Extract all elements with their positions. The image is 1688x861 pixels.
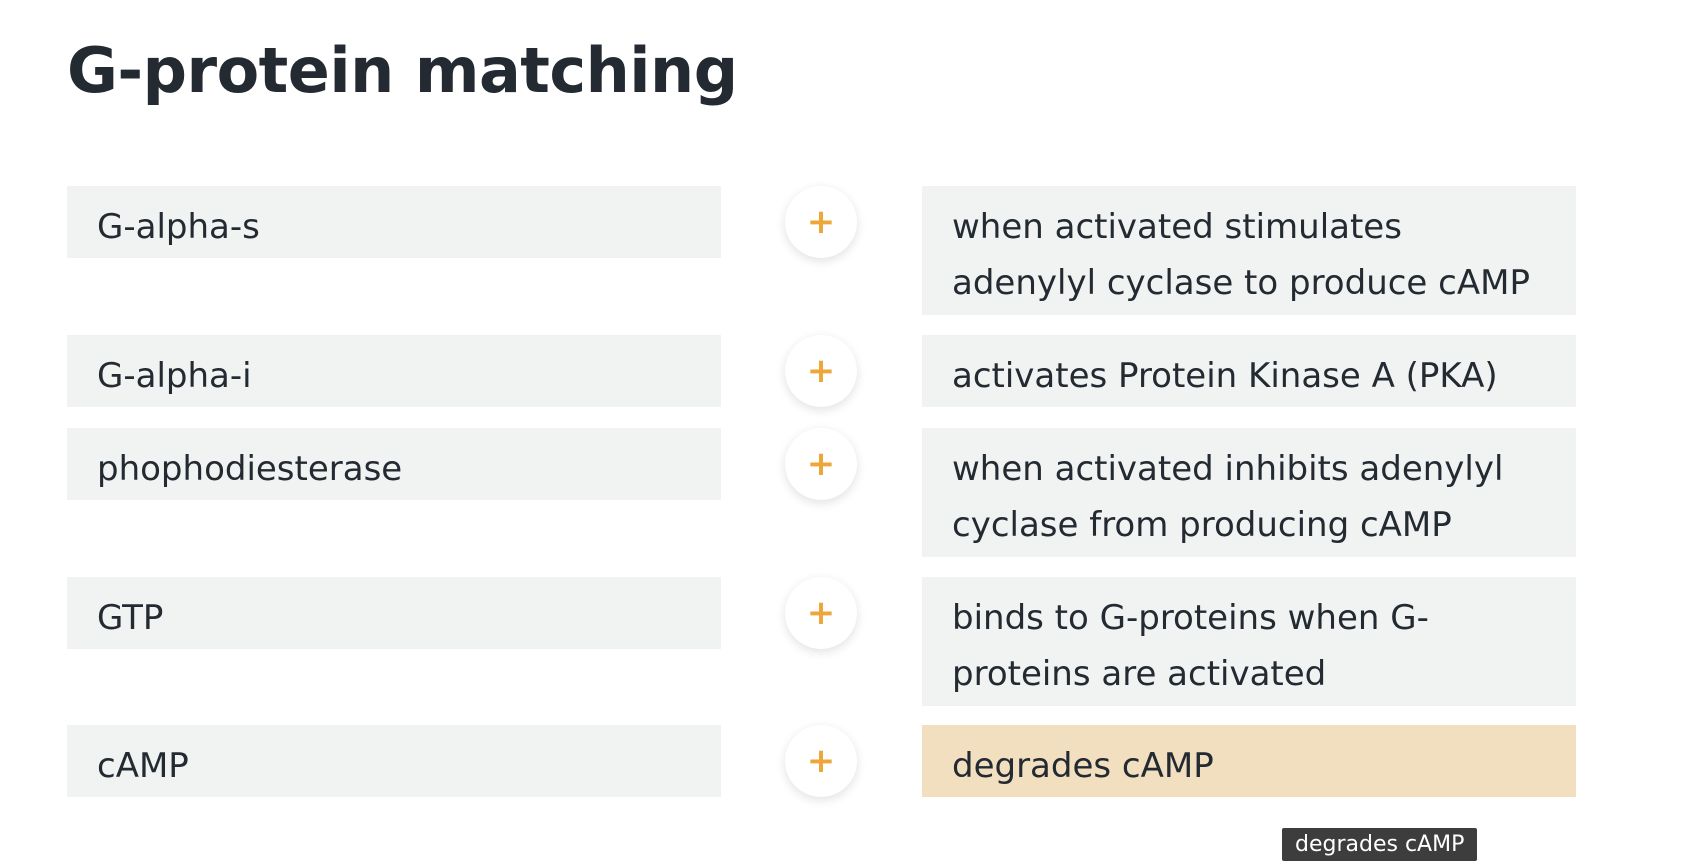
term-item[interactable]: cAMP [67,725,721,797]
match-button[interactable]: + [785,725,857,797]
tooltip: degrades cAMP [1282,828,1478,861]
match-button[interactable]: + [785,577,857,649]
term-item[interactable]: GTP [67,577,721,649]
match-button[interactable]: + [785,335,857,407]
definition-item[interactable]: binds to G-proteins when G-proteins are … [922,577,1576,706]
term-item[interactable]: G-alpha-i [67,335,721,407]
match-button[interactable]: + [785,428,857,500]
definition-item[interactable]: when activated inhibits adenylyl cyclase… [922,428,1576,557]
definition-item[interactable]: activates Protein Kinase A (PKA) [922,335,1576,407]
page-title: G-protein matching [67,34,738,107]
term-item[interactable]: phophodiesterase [67,428,721,500]
term-item[interactable]: G-alpha-s [67,186,721,258]
definition-item[interactable]: degrades cAMP [922,725,1576,797]
match-button[interactable]: + [785,186,857,258]
definition-item[interactable]: when activated stimulates adenylyl cycla… [922,186,1576,315]
